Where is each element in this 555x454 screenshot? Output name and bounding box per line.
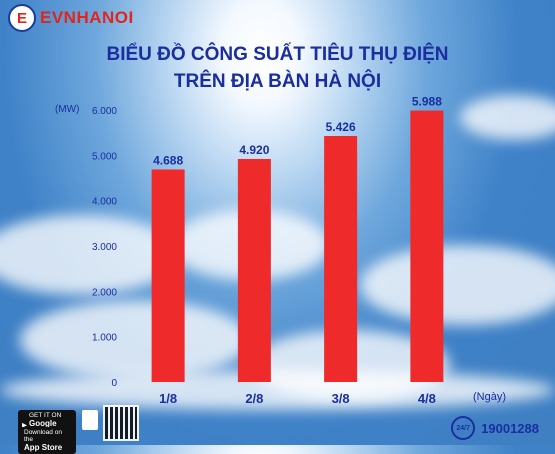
y-tick-label: 6.000 <box>92 106 117 117</box>
data-label: 4.688 <box>153 153 183 167</box>
google-play-small: GET IT ON <box>29 412 62 419</box>
logo-text: EVNHANOI <box>40 8 134 27</box>
app-store-badge[interactable]: Download on the App Store <box>18 427 76 454</box>
bar <box>324 136 358 382</box>
cloud <box>360 245 555 325</box>
app-store-small: Download on the <box>24 429 62 443</box>
chart-title-line2: TRÊN ĐỊA BÀN HÀ NỘI <box>173 71 382 92</box>
x-axis-label: (Ngày) <box>473 391 507 403</box>
x-tick-label: 4/8 <box>418 391 436 406</box>
evn-logo-icon: E <box>8 4 36 32</box>
data-label: 5.988 <box>412 95 442 109</box>
y-axis-label: (MW) <box>55 104 80 115</box>
phone-icon: 24/7 <box>451 416 476 440</box>
y-tick-label: 2.000 <box>92 287 117 298</box>
hotline: 24/7 19001288 <box>451 416 539 440</box>
qr-code-icon <box>103 405 139 441</box>
evn-logo: E EVNHANOI <box>8 4 134 32</box>
bar <box>410 110 444 382</box>
data-label: 5.426 <box>326 120 356 134</box>
x-tick-label: 1/8 <box>159 391 177 406</box>
data-label: 4.920 <box>239 143 269 157</box>
cloud <box>20 300 250 380</box>
y-tick-label: 3.000 <box>92 242 117 253</box>
bar <box>151 169 185 382</box>
bar <box>237 158 271 382</box>
x-tick-label: 2/8 <box>245 391 263 406</box>
y-tick-label: 1.000 <box>92 333 117 344</box>
y-tick-label: 0 <box>111 378 117 389</box>
y-tick-label: 5.000 <box>92 151 117 162</box>
y-tick-label: 4.000 <box>92 197 117 208</box>
cloud <box>460 95 555 140</box>
x-tick-label: 3/8 <box>332 391 350 406</box>
cloud <box>0 370 555 410</box>
cloud <box>0 215 180 295</box>
chart-title-line1: BIỂU ĐỒ CÔNG SUẤT TIÊU THỤ ĐIỆN <box>106 44 449 65</box>
evn-app-icon <box>82 410 98 430</box>
play-icon: ▶ <box>22 421 27 429</box>
app-store-label: App Store <box>24 443 63 452</box>
hotline-number: 19001288 <box>481 420 539 436</box>
